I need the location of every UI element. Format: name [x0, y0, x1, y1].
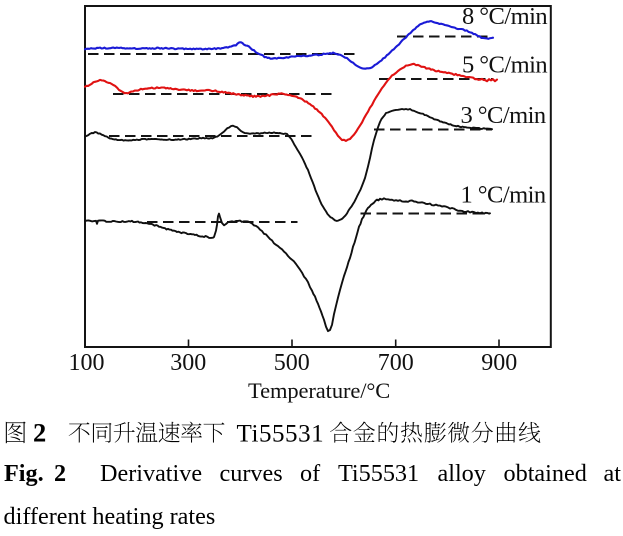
- svg-text:700: 700: [378, 350, 414, 376]
- svg-text:Fig.: Fig.: [4, 460, 44, 487]
- svg-text:500: 500: [274, 350, 310, 376]
- svg-text:5 °C/min: 5 °C/min: [462, 52, 547, 79]
- svg-text:curves: curves: [220, 460, 283, 487]
- svg-text:obtained: obtained: [504, 460, 587, 487]
- svg-text:Ti55531: Ti55531: [237, 420, 325, 447]
- svg-text:900: 900: [481, 350, 517, 376]
- svg-text:of: of: [300, 460, 321, 487]
- svg-text:Ti55531: Ti55531: [338, 460, 419, 487]
- svg-text:2: 2: [33, 418, 46, 448]
- svg-text:8 °C/min: 8 °C/min: [462, 3, 547, 30]
- svg-text:at: at: [604, 460, 622, 487]
- svg-text:different heating rates: different heating rates: [4, 503, 216, 530]
- svg-text:3 °C/min: 3 °C/min: [461, 102, 546, 129]
- svg-text:Derivative: Derivative: [100, 460, 202, 487]
- svg-text:2: 2: [54, 460, 66, 487]
- svg-text:1 °C/min: 1 °C/min: [461, 182, 546, 209]
- svg-text:300: 300: [170, 350, 206, 376]
- svg-text:Temperature/°C: Temperature/°C: [248, 378, 390, 403]
- svg-text:100: 100: [69, 350, 105, 376]
- svg-text:alloy: alloy: [438, 460, 486, 487]
